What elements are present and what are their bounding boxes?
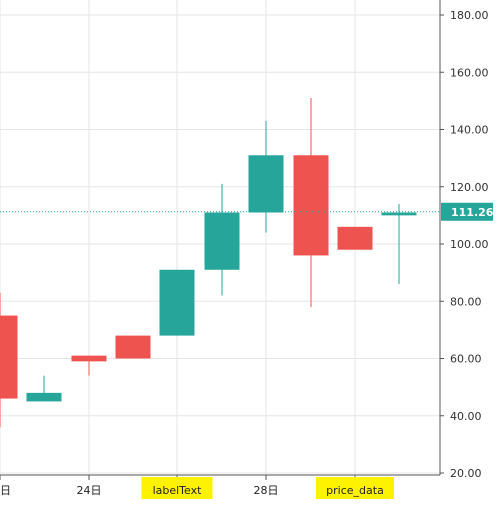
x-tick-label: 24日 (77, 484, 102, 497)
candle[interactable] (293, 98, 329, 307)
candles (0, 98, 417, 428)
candle-body (0, 315, 18, 399)
y-axis[interactable]: 180.00 160.00 140.00 120.00 100.00 80.00 60.00… (439, 0, 494, 480)
x-tick-label: 日 (0, 484, 11, 497)
last-price-badge-bg (441, 202, 493, 221)
candle[interactable] (248, 120, 284, 233)
candle[interactable] (381, 203, 417, 285)
candle[interactable] (337, 226, 373, 250)
y-tick-label: 20.00 (450, 467, 482, 480)
candle[interactable] (0, 292, 18, 428)
x-tick-label: price_data (326, 484, 384, 497)
candle-body (159, 269, 195, 336)
x-axis[interactable]: 日 24日 labelText 28日 price_data (0, 474, 440, 499)
candle-body (71, 355, 107, 362)
y-tick-label: 60.00 (450, 353, 482, 366)
x-tick-label: 28日 (254, 484, 279, 497)
y-tick-label: 160.00 (450, 66, 489, 79)
y-tick-label: 140.00 (450, 124, 489, 137)
x-label-highlight (141, 477, 213, 499)
x-tick-label: labelText (153, 484, 203, 497)
candle[interactable] (159, 269, 195, 336)
candle-body (115, 335, 151, 359)
candle[interactable] (26, 375, 62, 402)
candle-body (248, 155, 284, 213)
y-tick-label: 120.00 (450, 181, 489, 194)
x-label-highlight (316, 477, 394, 499)
y-tick-label: 80.00 (450, 295, 482, 308)
candle-body (381, 212, 417, 216)
candle[interactable] (115, 335, 151, 359)
candle[interactable] (204, 183, 240, 296)
candle-body (204, 212, 240, 270)
candle-body (337, 226, 373, 250)
last-price-badge: 111.26 (441, 202, 494, 221)
candle[interactable] (71, 355, 107, 376)
candle-body (26, 392, 62, 402)
last-price-label: 111.26 (451, 206, 494, 219)
y-tick-label: 180.00 (450, 9, 489, 22)
y-tick-label: 100.00 (450, 238, 489, 251)
candle-body (293, 155, 329, 256)
y-tick-label: 40.00 (450, 410, 482, 423)
